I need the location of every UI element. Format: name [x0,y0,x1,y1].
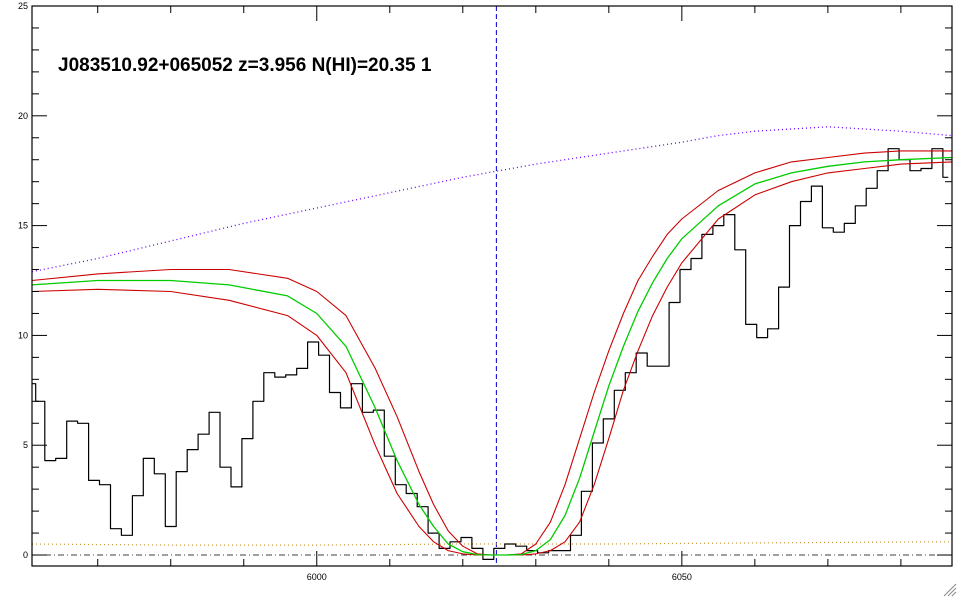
fit-lower-series [31,161,953,556]
y-tick-label: 25 [18,1,28,11]
data-layer [31,6,953,566]
x-tick-label: 6050 [672,572,692,582]
chart-title: J083510.92+065052 z=3.956 N(HI)=20.35 1 [58,55,432,76]
y-tick-label: 20 [18,111,28,121]
y-tick-label: 0 [23,550,28,560]
y-tick-label: 5 [23,440,28,450]
y-tick-label: 15 [18,221,28,231]
plot-frame [31,5,953,567]
y-tick-label: 10 [18,330,28,340]
axes-layer: 0 5 10 15 20 25 6000 6050 [18,1,953,582]
fit-upper-series [31,150,952,556]
resize-grip-icon [943,583,957,597]
x-tick-label: 6000 [307,572,327,582]
fit-series [31,156,953,556]
continuum-series [31,126,953,273]
